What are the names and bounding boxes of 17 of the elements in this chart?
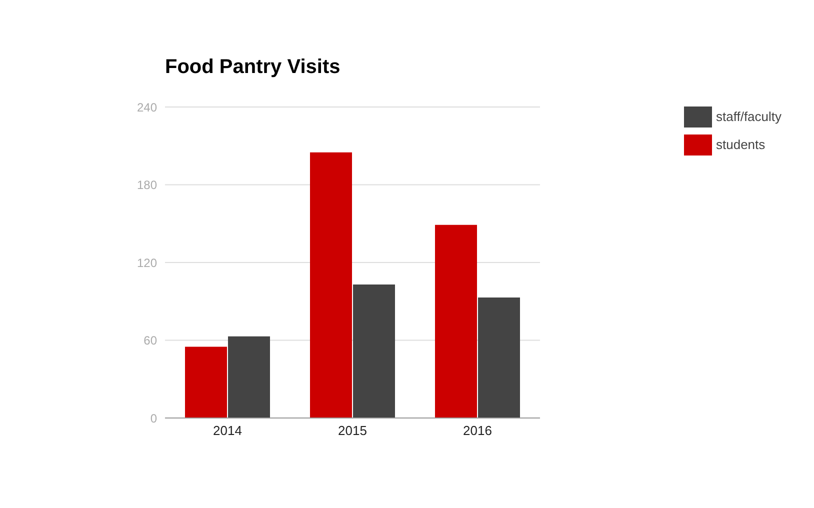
y-tick-label: 180 <box>136 178 158 192</box>
x-tick-label: 2016 <box>463 423 492 438</box>
bar <box>310 152 352 418</box>
bar <box>185 346 227 418</box>
legend-label: students <box>716 137 766 152</box>
x-tick-label: 2015 <box>338 423 367 438</box>
chart-title: Food Pantry Visits <box>165 56 340 79</box>
y-tick-label: 240 <box>136 100 158 114</box>
x-tick-label: 2014 <box>213 423 242 438</box>
y-tick-label: 0 <box>150 411 158 426</box>
bar <box>478 297 520 418</box>
bar <box>435 224 477 418</box>
y-tick-label: 60 <box>144 334 158 348</box>
bar <box>353 284 395 418</box>
legend-label: staff/faculty <box>716 109 782 124</box>
y-tick-label: 120 <box>136 256 158 270</box>
bar <box>228 336 270 418</box>
